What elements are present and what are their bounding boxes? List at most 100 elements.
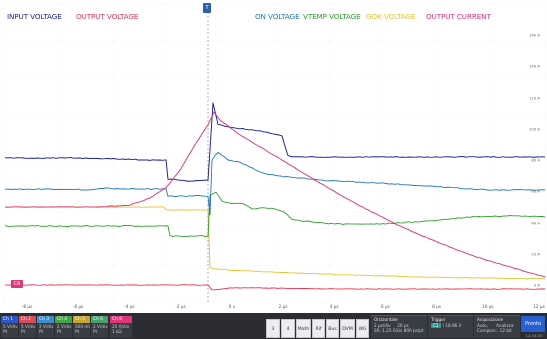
grid-dot bbox=[417, 265, 418, 266]
channel-badge-name: Ch 6 bbox=[91, 316, 108, 323]
grid-dot bbox=[4, 176, 6, 177]
grid-dot bbox=[73, 41, 74, 42]
grid-dot bbox=[58, 256, 60, 257]
grid-dot bbox=[385, 153, 386, 154]
math-button[interactable]: Math bbox=[296, 319, 311, 338]
grid-dot bbox=[437, 41, 438, 42]
grid-dot bbox=[4, 252, 6, 253]
grid-dot bbox=[4, 156, 6, 157]
channel-4-button[interactable]: 4 bbox=[281, 319, 295, 338]
grid-dot bbox=[17, 227, 18, 229]
grid-dot bbox=[97, 153, 98, 154]
grid-dot bbox=[166, 84, 168, 85]
grid-dot bbox=[436, 156, 438, 157]
grid-dot bbox=[545, 115, 546, 117]
grid-dot bbox=[369, 227, 370, 229]
grid-dot bbox=[328, 152, 330, 153]
grid-dot bbox=[112, 292, 114, 293]
grid-dot bbox=[112, 32, 114, 33]
grid-dot bbox=[65, 3, 66, 5]
grid-dot bbox=[357, 3, 358, 5]
grid-dot bbox=[274, 232, 276, 233]
horizontal-settings[interactable]: Orizzontale 2 µs/div 20 µs SR: 1.25 GS/s… bbox=[371, 315, 427, 338]
grid-dot bbox=[141, 153, 142, 154]
grid-dot bbox=[490, 100, 492, 101]
grid-dot bbox=[436, 248, 438, 249]
ground-reference-marker[interactable]: C6 bbox=[11, 280, 23, 288]
channel-badge-7[interactable]: Ch 8 20 A/div 1 kΩ bbox=[110, 316, 132, 338]
grid-dot bbox=[382, 236, 384, 237]
grid-dot bbox=[137, 265, 138, 266]
grid-dot bbox=[490, 212, 492, 213]
grid-dot bbox=[220, 180, 222, 181]
run-status-button[interactable]: Pronto bbox=[521, 316, 545, 332]
acquisition-settings[interactable]: Acquisizione Auto, Analizza Campion.: 12… bbox=[474, 315, 520, 338]
grid-dot bbox=[333, 302, 334, 304]
grid-dot bbox=[145, 41, 146, 42]
grid-dot bbox=[249, 190, 250, 192]
grid-dot bbox=[166, 116, 168, 117]
grid-dot bbox=[481, 227, 482, 229]
grid-dot bbox=[58, 252, 60, 253]
grid-dot bbox=[4, 160, 6, 161]
grid-dot bbox=[453, 153, 454, 154]
grid-dot bbox=[485, 3, 486, 5]
channel-badge-settings: 2 V/div Pt bbox=[91, 323, 108, 338]
grid-dot bbox=[112, 144, 114, 145]
grid-dot bbox=[4, 72, 6, 73]
grid-dot bbox=[201, 302, 202, 304]
grid-dot bbox=[37, 41, 38, 42]
grid-dot bbox=[65, 41, 66, 42]
grid-dot bbox=[436, 68, 438, 69]
grid-dot bbox=[328, 148, 330, 149]
grid-dot bbox=[4, 52, 6, 53]
grid-dot bbox=[544, 104, 546, 105]
grid-dot bbox=[465, 41, 466, 42]
grid-dot bbox=[328, 140, 330, 141]
wave-generator-button[interactable]: WG bbox=[356, 319, 369, 338]
reference-button[interactable]: Rif bbox=[312, 319, 325, 338]
grid-dot bbox=[544, 24, 546, 25]
bus-button[interactable]: Bus bbox=[326, 319, 339, 338]
grid-dot bbox=[345, 227, 346, 229]
grid-dot bbox=[544, 264, 546, 265]
grid-dot bbox=[241, 115, 242, 117]
grid-dot bbox=[125, 3, 126, 5]
grid-dot bbox=[417, 41, 418, 42]
trigger-settings[interactable]: Trigger C1 \ 18.96 V bbox=[428, 315, 473, 338]
grid-dot bbox=[53, 190, 54, 192]
trigger-position-marker[interactable]: T bbox=[203, 3, 211, 13]
grid-dot bbox=[328, 184, 330, 185]
grid-dot bbox=[437, 115, 438, 117]
grid-dot bbox=[544, 152, 546, 153]
grid-dot bbox=[369, 115, 370, 117]
grid-dot bbox=[58, 80, 60, 81]
grid-dot bbox=[165, 3, 166, 5]
grid-dot bbox=[490, 80, 492, 81]
grid-dot bbox=[365, 227, 366, 229]
grid-dot bbox=[361, 153, 362, 154]
dvm-button[interactable]: DVM bbox=[340, 319, 355, 338]
x-tick-label: 10 µs bbox=[482, 304, 494, 309]
grid-dot bbox=[157, 3, 158, 5]
grid-dot bbox=[205, 41, 206, 42]
grid-dot bbox=[317, 302, 318, 304]
grid-dot bbox=[17, 153, 18, 154]
grid-dot bbox=[245, 41, 246, 42]
grid-dot bbox=[436, 20, 438, 21]
grid-dot bbox=[361, 41, 362, 42]
grid-dot bbox=[21, 227, 22, 229]
grid-dot bbox=[9, 115, 10, 117]
grid-dot bbox=[25, 227, 26, 229]
grid-dot bbox=[58, 196, 60, 197]
grid-dot bbox=[490, 296, 492, 297]
channel-3-button[interactable]: 3 bbox=[266, 319, 280, 338]
grid-dot bbox=[89, 302, 90, 304]
grid-dot bbox=[213, 153, 214, 154]
